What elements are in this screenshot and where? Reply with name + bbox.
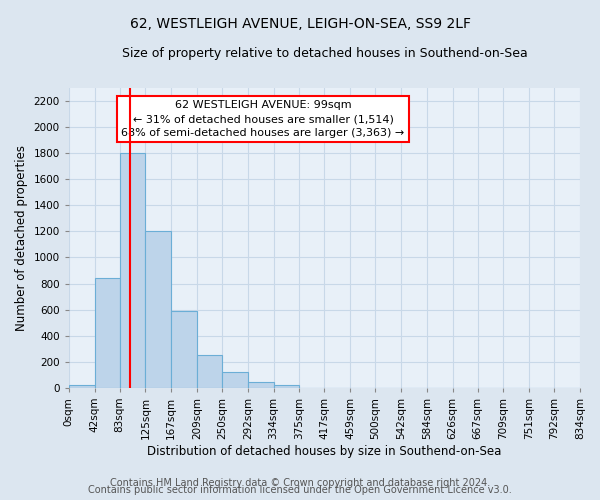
Bar [171,311,197,388]
Text: Contains HM Land Registry data © Crown copyright and database right 2024.: Contains HM Land Registry data © Crown c… [110,478,490,488]
Text: 62 WESTLEIGH AVENUE: 99sqm
← 31% of detached houses are smaller (1,514)
68% of s: 62 WESTLEIGH AVENUE: 99sqm ← 31% of deta… [121,100,405,138]
Text: Contains public sector information licensed under the Open Government Licence v3: Contains public sector information licen… [88,485,512,495]
Y-axis label: Number of detached properties: Number of detached properties [15,145,28,331]
Bar [222,372,248,388]
Text: 62, WESTLEIGH AVENUE, LEIGH-ON-SEA, SS9 2LF: 62, WESTLEIGH AVENUE, LEIGH-ON-SEA, SS9 … [130,18,470,32]
Bar [274,384,299,388]
Bar [120,153,145,388]
Title: Size of property relative to detached houses in Southend-on-Sea: Size of property relative to detached ho… [122,48,527,60]
Bar [145,232,171,388]
X-axis label: Distribution of detached houses by size in Southend-on-Sea: Distribution of detached houses by size … [147,444,502,458]
Bar [197,354,222,388]
Bar [69,384,95,388]
Bar [248,382,274,388]
Bar [95,278,120,388]
